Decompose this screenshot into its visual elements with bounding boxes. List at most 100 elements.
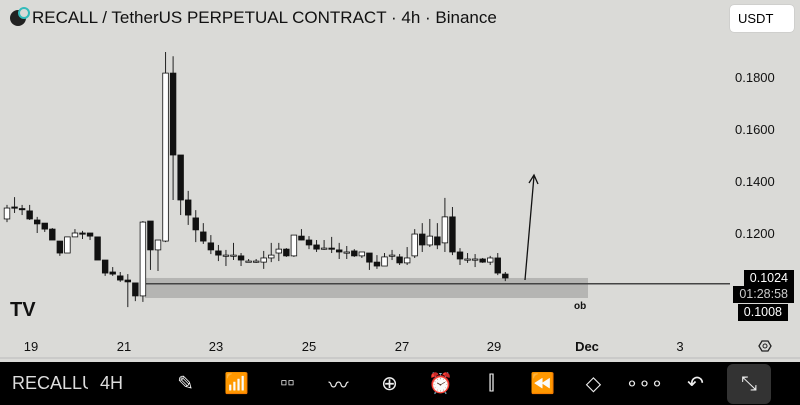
candle-body-down [200, 231, 207, 242]
chart-title: RECALL / TetherUS PERPETUAL CONTRACT · 4… [10, 7, 497, 28]
candle-body-down [11, 206, 18, 209]
trend-icon[interactable]: 〰 [328, 375, 349, 397]
candle [388, 249, 396, 261]
candle [343, 246, 350, 259]
interval-button[interactable]: 4H [100, 373, 124, 393]
candle [411, 229, 418, 258]
candle-body-down [192, 217, 199, 231]
zone-label: ob [574, 301, 586, 312]
candle [162, 52, 169, 243]
x-tick-label: 29 [487, 339, 501, 354]
x-tick-label: 23 [209, 339, 223, 354]
candle-body-down [184, 199, 192, 216]
candle-body-up [388, 254, 396, 257]
candle [177, 154, 184, 216]
rewind-icon[interactable]: ⏪ [530, 373, 555, 395]
candle-body-down [207, 242, 215, 251]
x-tick-label: Dec [575, 339, 599, 354]
candle [34, 216, 41, 233]
candle [200, 223, 207, 244]
candle [252, 259, 260, 263]
candle [502, 272, 509, 282]
candle [320, 240, 328, 250]
candle-body-down [449, 216, 456, 253]
y-tick-label: 0.1200 [735, 226, 775, 241]
indicators-icon[interactable]: 📶 [224, 373, 249, 395]
candle [245, 259, 252, 263]
candle [358, 251, 366, 258]
candle [403, 247, 411, 265]
candle-body-down [328, 247, 335, 250]
grid-icon[interactable]: ▫▫ [280, 372, 295, 394]
candle-body-down [26, 210, 33, 220]
candle-body-up [154, 239, 162, 251]
candle [109, 267, 116, 276]
candle [18, 204, 26, 216]
candle-body-up [64, 236, 71, 254]
candle-body-down [237, 255, 245, 261]
candle-body-down [117, 275, 124, 281]
candle [328, 236, 335, 254]
candle [101, 259, 109, 276]
countdown-label: 01:28:58 [733, 286, 794, 303]
candle [283, 248, 290, 257]
candle-body-down [396, 256, 403, 264]
candle [268, 242, 275, 263]
candle-body-down [434, 236, 441, 246]
candle-body-down [494, 257, 501, 274]
candle [290, 234, 298, 257]
collapse-icon[interactable]: ⤡ [727, 363, 771, 404]
candle-body-down [101, 259, 109, 274]
candle [215, 244, 222, 262]
candle [132, 282, 139, 302]
candle [230, 242, 237, 261]
x-tick-label: 25 [302, 339, 316, 354]
candle [192, 210, 199, 243]
candle [147, 220, 154, 270]
candle [486, 255, 494, 265]
candle [71, 229, 79, 238]
candle-body-down [41, 222, 48, 230]
candle-body-down [456, 251, 464, 260]
candle [56, 240, 64, 256]
candlestick-chart[interactable]: 0.1800 0.1600 0.1400 0.1200 19 21 23 25 27 29 Dec… [0, 0, 800, 362]
candle [237, 253, 245, 267]
candle-body-up [411, 233, 418, 257]
chart-settings-icon[interactable] [758, 340, 772, 352]
order-block-zone [145, 277, 730, 298]
candle-body-down [502, 273, 509, 279]
candle [207, 235, 215, 255]
candle-body-up [486, 257, 494, 263]
candle [441, 197, 449, 252]
candle-body-down [132, 282, 139, 297]
candle [86, 232, 94, 241]
candle-body-down [124, 279, 131, 283]
candle [366, 252, 373, 270]
symbol-button[interactable]: RECALLUSDT [12, 373, 88, 393]
candle [298, 229, 305, 241]
candle-body-down [49, 228, 56, 241]
layers-icon[interactable]: ◇ [585, 373, 602, 395]
pen-icon[interactable]: ✎ [177, 373, 194, 395]
candle [456, 248, 464, 265]
symbol-title: RECALL / TetherUS PERPETUAL CONTRACT · 4… [32, 8, 497, 27]
candle-body-up [343, 251, 350, 254]
candle [305, 236, 313, 250]
candle-body-up [441, 216, 449, 244]
plus-circle-icon[interactable]: ⊕ [381, 373, 398, 395]
candle-body-up [464, 258, 471, 261]
candle [479, 257, 486, 263]
candles-icon[interactable]: ⫿ [488, 372, 495, 394]
recall-coin-icon [10, 7, 30, 26]
undo-icon[interactable]: ↶ [687, 373, 704, 395]
alarm-icon[interactable]: ⏰ [428, 373, 453, 395]
y-tick-label: 0.1600 [735, 122, 775, 137]
candle-body-up [71, 232, 79, 238]
x-tick-label: 19 [24, 339, 38, 354]
candle-body-up [139, 221, 147, 297]
candle [260, 250, 267, 269]
candle-body-up [162, 72, 169, 242]
currency-select[interactable]: USDT [730, 5, 794, 32]
candle [434, 223, 441, 250]
more-icon[interactable]: ∘∘∘ [625, 373, 664, 395]
